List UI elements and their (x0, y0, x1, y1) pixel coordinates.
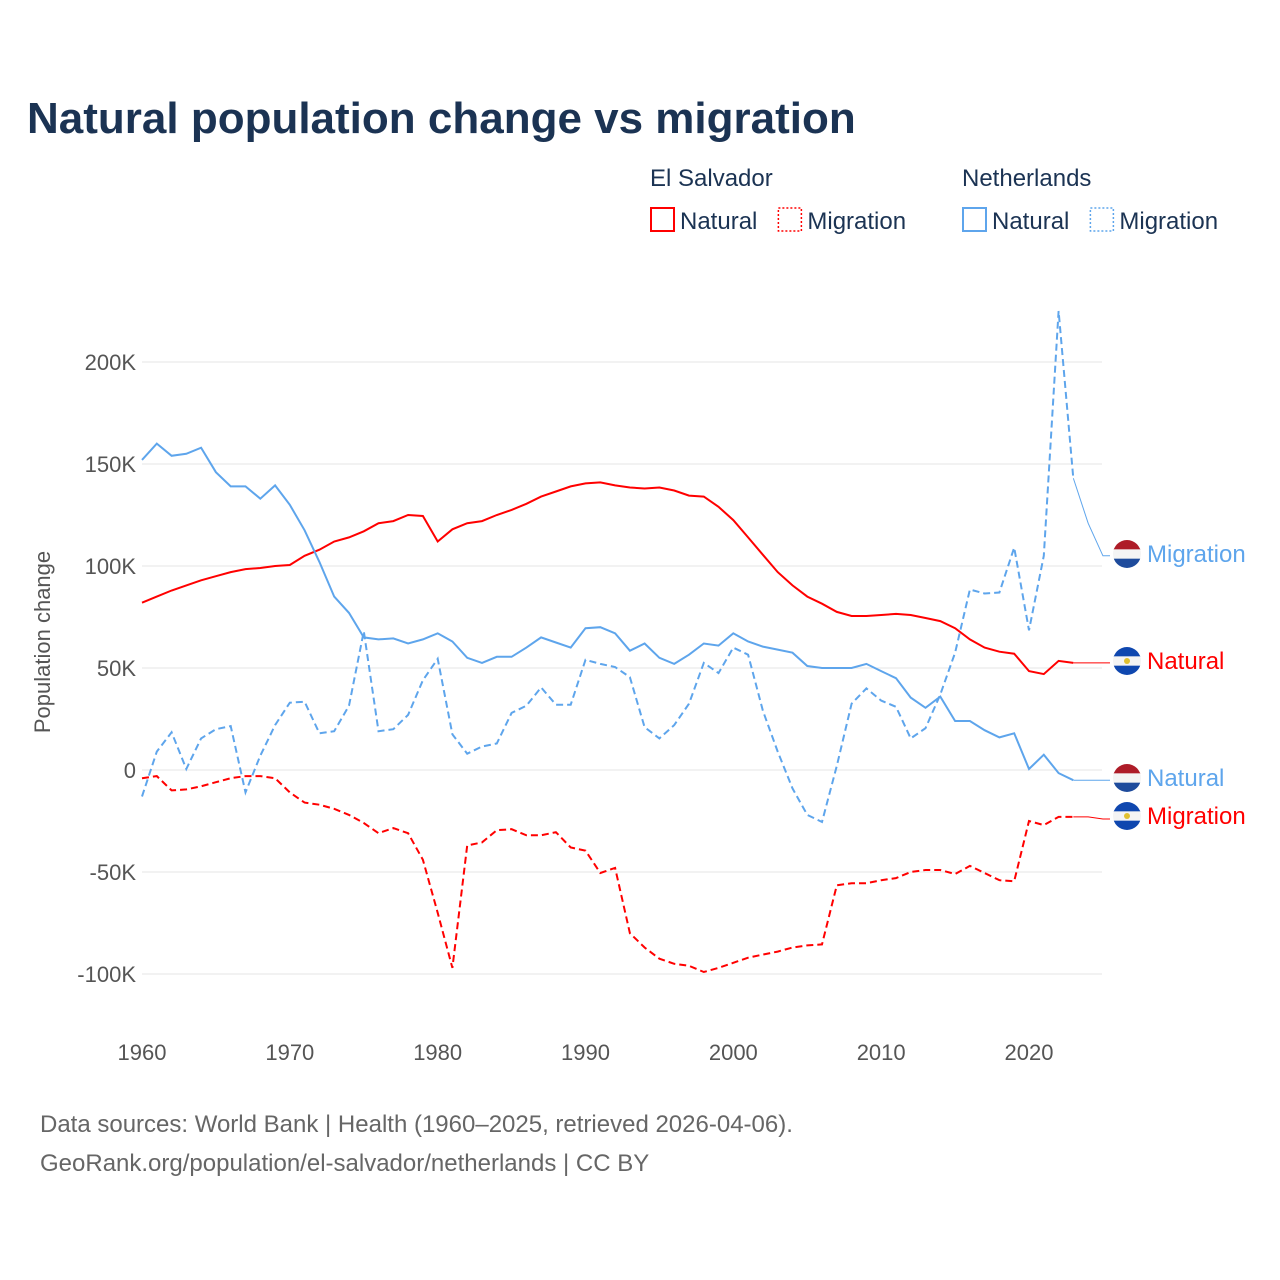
footer-link[interactable]: GeoRank.org/population/el-salvador/nethe… (40, 1150, 649, 1177)
series-line-netherlands-natural (141, 442, 1074, 782)
legend-swatch-natural (962, 207, 987, 232)
y-tick-label: 0 (124, 758, 136, 783)
legend-group-title: Netherlands (962, 165, 1091, 192)
x-tick-label: 1970 (265, 1040, 314, 1065)
series-line-netherlands-migration (141, 310, 1075, 824)
series-lines (141, 310, 1110, 974)
x-tick-label: 1960 (118, 1040, 167, 1065)
end-labels: Natural Migration Natural Migration (1113, 540, 1246, 830)
end-label: Natural (1147, 765, 1224, 792)
legend-item[interactable]: Natural (992, 208, 1069, 235)
legend-swatch-migration (777, 207, 803, 232)
x-tick-label: 1980 (413, 1040, 462, 1065)
y-tick-label: 100K (85, 554, 137, 579)
y-axis: -100K -50K 0 50K 100K 150K 200K (77, 350, 136, 987)
legend-item[interactable]: Migration (807, 208, 906, 235)
el-salvador-flag-icon (1113, 647, 1141, 675)
series-tail (1073, 816, 1110, 820)
end-label: Migration (1147, 541, 1246, 568)
end-label: Natural (1147, 648, 1224, 675)
end-label-group: Natural (1113, 647, 1224, 675)
legend: El Salvador Natural Migration Netherlands Na… (650, 165, 1218, 235)
legend-group-title: El Salvador (650, 165, 773, 192)
y-tick-label: 50K (97, 656, 136, 681)
y-tick-label: 200K (85, 350, 137, 375)
footer-source: Data sources: World Bank | Health (1960–… (40, 1111, 793, 1138)
y-axis-label: Population change (30, 551, 55, 733)
chart-title: Natural population change vs migration (27, 94, 856, 143)
netherlands-flag-icon (1113, 540, 1141, 568)
series-line-el-salvador-natural (141, 481, 1074, 676)
series-line-el-salvador-migration (141, 775, 1074, 974)
legend-item[interactable]: Natural (680, 208, 757, 235)
legend-swatch-migration (1089, 207, 1115, 232)
netherlands-flag-icon (1113, 764, 1141, 792)
el-salvador-flag-icon (1113, 802, 1141, 830)
end-label: Migration (1147, 803, 1246, 830)
series-tail (1072, 478, 1110, 557)
x-tick-label: 1990 (561, 1040, 610, 1065)
end-label-group: Natural (1113, 764, 1224, 792)
end-label-group: Migration (1113, 540, 1246, 568)
y-tick-label: 150K (85, 452, 137, 477)
x-tick-label: 2000 (709, 1040, 758, 1065)
legend-swatch-natural (650, 207, 675, 232)
legend-item[interactable]: Migration (1119, 208, 1218, 235)
end-label-group: Migration (1113, 802, 1246, 830)
x-tick-label: 2010 (857, 1040, 906, 1065)
y-tick-label: -100K (77, 962, 136, 987)
x-tick-label: 2020 (1005, 1040, 1054, 1065)
grid (142, 361, 1102, 975)
x-axis: 1960 1970 1980 1990 2000 2010 2020 (118, 1040, 1054, 1065)
y-tick-label: -50K (90, 860, 137, 885)
